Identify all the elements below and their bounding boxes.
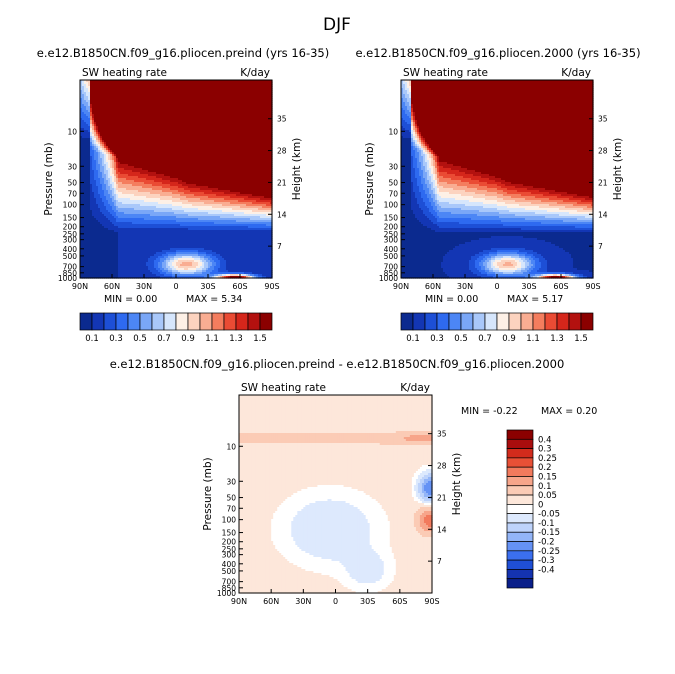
panel-preind: 90N 60N 30N 0 30S 60S 90S103050701001502002503…	[37, 46, 330, 305]
figure-title: DJF	[323, 15, 351, 35]
